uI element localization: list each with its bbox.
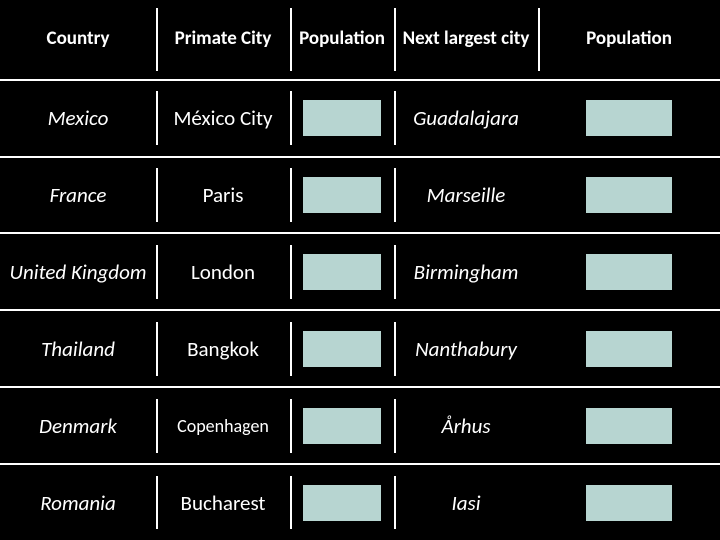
cell-population-2 [538, 81, 720, 156]
header-next-largest: Next largest city [394, 0, 538, 79]
redacted-block [586, 177, 672, 213]
cell-population-2 [538, 158, 720, 233]
cell-population-1 [290, 234, 394, 309]
cell-population-1 [290, 465, 394, 540]
cell-population-2 [538, 388, 720, 463]
redacted-block [303, 331, 381, 367]
redacted-block [303, 485, 381, 521]
table-header-row: Country Primate City Population Next lar… [0, 0, 720, 81]
header-population-1: Population [290, 0, 394, 79]
cell-country: Denmark [0, 388, 156, 463]
table-row: United Kingdom London Birmingham [0, 234, 720, 311]
cell-population-1 [290, 311, 394, 386]
cell-next-city: Birmingham [394, 234, 538, 309]
primate-city-table: Country Primate City Population Next lar… [0, 0, 720, 540]
cell-next-city: Iasi [394, 465, 538, 540]
table-row: Romania Bucharest Iasi [0, 465, 720, 540]
table-row: Mexico México City Guadalajara [0, 81, 720, 158]
redacted-block [586, 331, 672, 367]
table-row: Denmark Copenhagen Århus [0, 388, 720, 465]
cell-primate-city: London [156, 234, 290, 309]
cell-country: Thailand [0, 311, 156, 386]
header-country: Country [0, 0, 156, 79]
cell-primate-city: Bangkok [156, 311, 290, 386]
cell-primate-city: Paris [156, 158, 290, 233]
redacted-block [586, 485, 672, 521]
table-row: France Paris Marseille [0, 158, 720, 235]
cell-country: Romania [0, 465, 156, 540]
cell-country: France [0, 158, 156, 233]
cell-next-city: Århus [394, 388, 538, 463]
cell-primate-city: México City [156, 81, 290, 156]
cell-population-2 [538, 465, 720, 540]
redacted-block [303, 408, 381, 444]
table-row: Thailand Bangkok Nanthabury [0, 311, 720, 388]
redacted-block [303, 254, 381, 290]
cell-population-2 [538, 311, 720, 386]
cell-population-1 [290, 158, 394, 233]
redacted-block [586, 408, 672, 444]
cell-primate-city: Copenhagen [156, 388, 290, 463]
cell-next-city: Marseille [394, 158, 538, 233]
cell-next-city: Guadalajara [394, 81, 538, 156]
redacted-block [303, 100, 381, 136]
redacted-block [586, 100, 672, 136]
cell-country: United Kingdom [0, 234, 156, 309]
header-population-2: Population [538, 0, 720, 79]
cell-country: Mexico [0, 81, 156, 156]
cell-population-1 [290, 388, 394, 463]
cell-next-city: Nanthabury [394, 311, 538, 386]
redacted-block [303, 177, 381, 213]
header-primate-city: Primate City [156, 0, 290, 79]
cell-primate-city: Bucharest [156, 465, 290, 540]
cell-population-2 [538, 234, 720, 309]
redacted-block [586, 254, 672, 290]
cell-population-1 [290, 81, 394, 156]
